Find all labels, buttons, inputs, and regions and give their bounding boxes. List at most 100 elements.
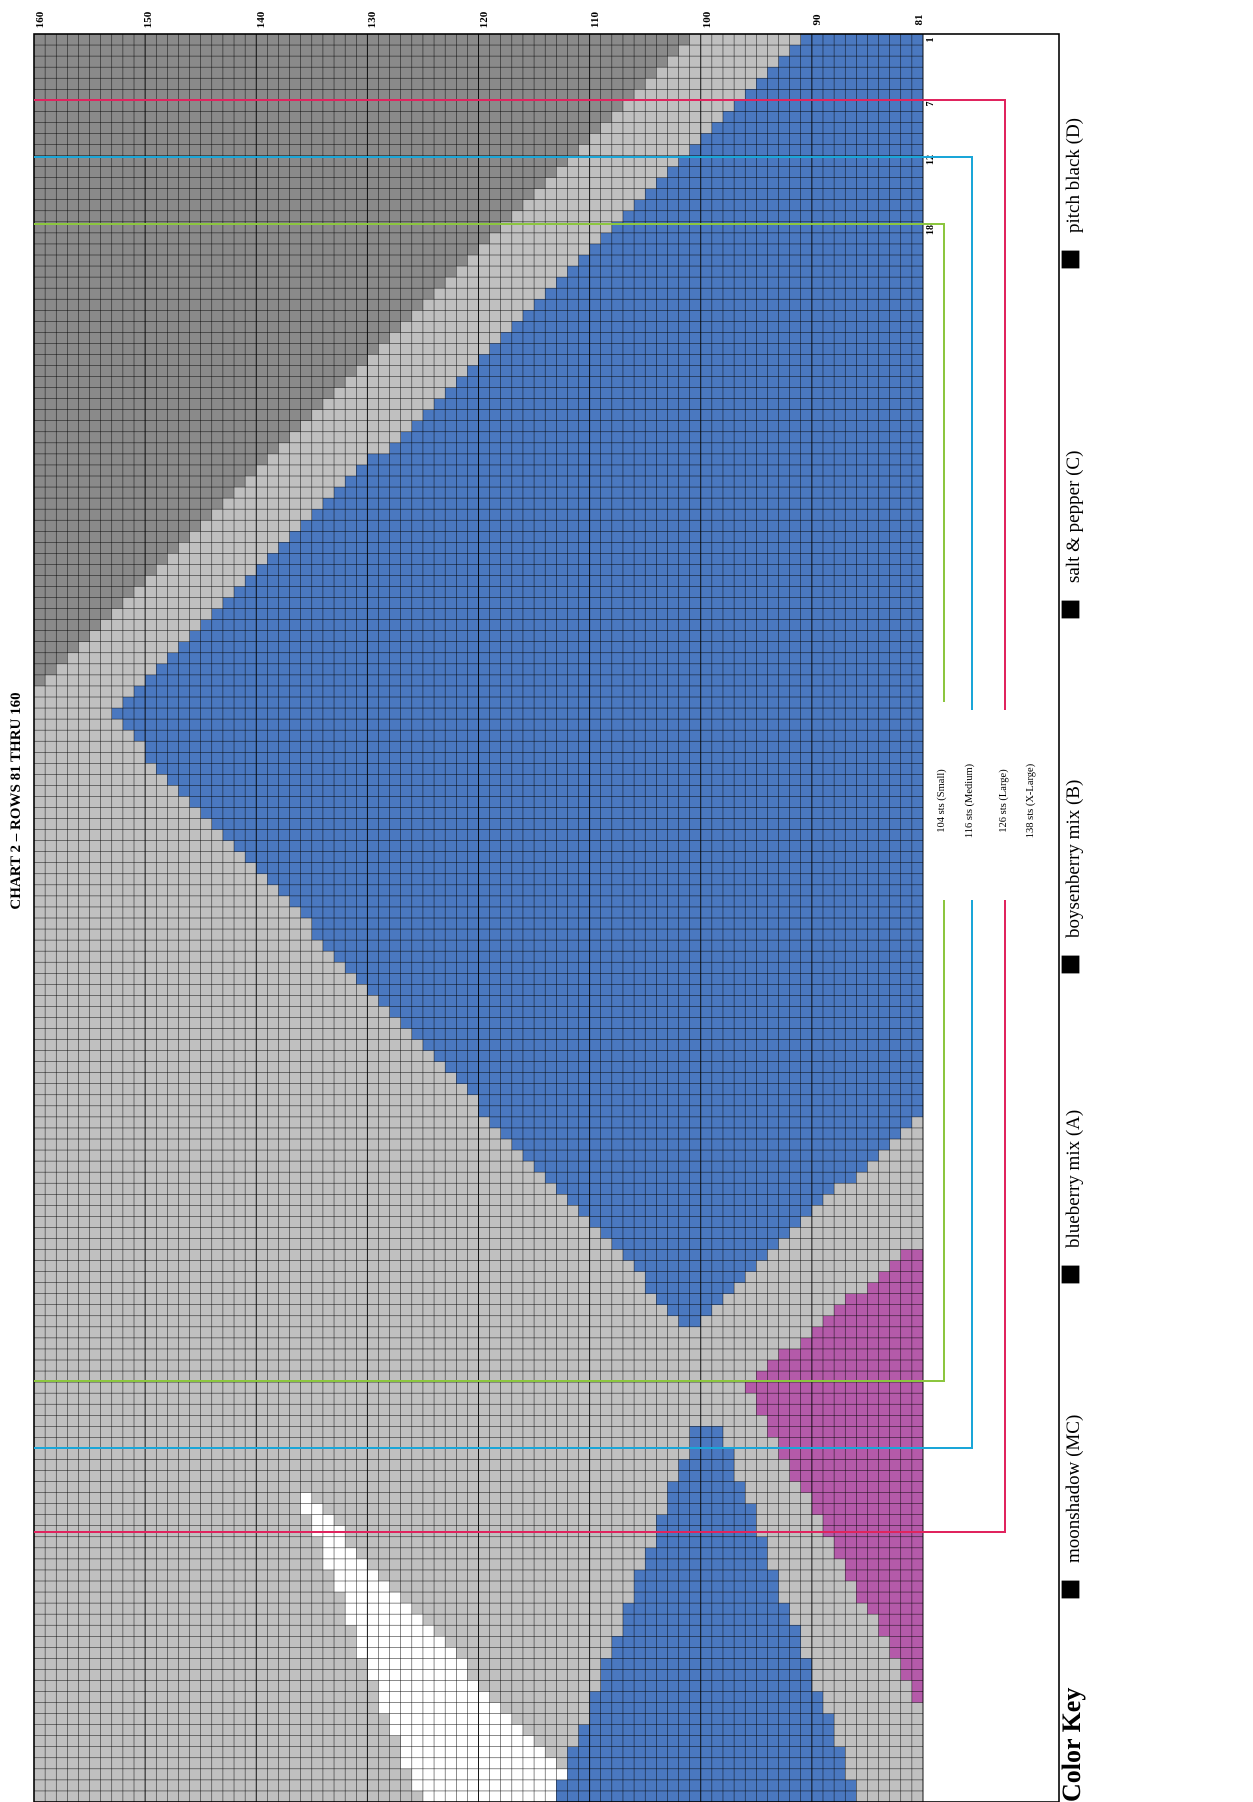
chart-cell bbox=[434, 586, 446, 598]
chart-cell bbox=[822, 277, 835, 289]
chart-cell bbox=[856, 133, 868, 145]
chart-cell bbox=[545, 663, 557, 676]
chart-cell bbox=[634, 122, 646, 134]
chart-cell bbox=[611, 487, 624, 499]
chart-cell bbox=[589, 56, 602, 68]
chart-cell bbox=[267, 453, 279, 466]
chart-cell bbox=[711, 630, 724, 643]
chart-cell bbox=[145, 564, 157, 576]
chart-cell bbox=[345, 89, 357, 101]
chart-cell bbox=[722, 288, 735, 300]
chart-cell bbox=[600, 476, 613, 488]
chart-cell bbox=[667, 387, 679, 399]
chart-cell bbox=[467, 674, 479, 687]
chart-cell bbox=[456, 586, 468, 598]
chart-cell bbox=[478, 420, 490, 433]
chart-cell bbox=[145, 67, 157, 79]
chart-cell bbox=[234, 34, 246, 46]
chart-cell bbox=[400, 509, 413, 521]
chart-cell bbox=[278, 453, 290, 466]
chart-cell bbox=[189, 453, 201, 466]
chart-cell bbox=[278, 321, 290, 333]
chart-cell bbox=[734, 365, 746, 377]
chart-cell bbox=[845, 332, 857, 344]
chart-cell bbox=[322, 144, 335, 156]
chart-cell bbox=[711, 409, 724, 422]
chart-cell bbox=[389, 332, 402, 344]
chart-cell bbox=[289, 586, 301, 598]
chart-cell bbox=[411, 597, 424, 609]
chart-cell bbox=[567, 199, 579, 212]
chart-cell bbox=[556, 89, 568, 101]
chart-cell bbox=[222, 431, 235, 444]
chart-cell bbox=[111, 420, 124, 433]
chart-cell bbox=[56, 89, 68, 101]
chart-cell bbox=[611, 166, 624, 178]
chart-cell bbox=[178, 476, 190, 488]
chart-cell bbox=[889, 597, 902, 609]
chart-cell bbox=[711, 531, 724, 543]
chart-cell bbox=[856, 67, 868, 79]
chart-cell bbox=[711, 188, 724, 201]
chart-cell bbox=[667, 199, 679, 212]
chart-cell bbox=[389, 56, 402, 68]
chart-cell bbox=[411, 498, 424, 510]
chart-cell bbox=[189, 332, 201, 344]
chart-cell bbox=[634, 199, 646, 212]
chart-cell bbox=[534, 354, 546, 366]
chart-cell bbox=[789, 266, 802, 278]
chart-cell bbox=[211, 641, 224, 654]
chart-cell bbox=[889, 708, 902, 720]
chart-cell bbox=[478, 78, 490, 90]
chart-cell bbox=[589, 464, 602, 477]
chart-cell bbox=[178, 453, 190, 466]
chart-cell bbox=[878, 553, 890, 565]
chart-cell bbox=[767, 464, 779, 477]
chart-cell bbox=[834, 442, 846, 455]
chart-cell bbox=[356, 476, 368, 488]
chart-cell bbox=[445, 277, 457, 289]
chart-cell bbox=[434, 420, 446, 433]
chart-cell bbox=[545, 509, 557, 521]
chart-cell bbox=[167, 221, 179, 234]
chart-cell bbox=[67, 387, 79, 399]
chart-cell bbox=[267, 652, 279, 665]
chart-cell bbox=[267, 685, 279, 698]
chart-cell bbox=[122, 564, 135, 576]
chart-cell bbox=[200, 343, 213, 355]
chart-cell bbox=[467, 498, 479, 510]
chart-cell bbox=[534, 332, 546, 344]
chart-cell bbox=[645, 597, 657, 609]
chart-cell bbox=[445, 111, 457, 123]
chart-cell bbox=[511, 409, 524, 422]
chart-cell bbox=[878, 641, 890, 654]
chart-cell bbox=[100, 34, 113, 46]
chart-cell bbox=[422, 155, 435, 167]
chart-cell bbox=[822, 177, 835, 189]
chart-cell bbox=[545, 619, 557, 631]
chart-cell bbox=[900, 67, 913, 79]
chart-cell bbox=[745, 365, 757, 377]
chart-cell bbox=[622, 34, 635, 46]
chart-cell bbox=[100, 310, 113, 322]
chart-cell bbox=[200, 111, 213, 123]
chart-cell bbox=[645, 221, 657, 234]
chart-cell bbox=[645, 531, 657, 543]
chart-cell bbox=[334, 210, 346, 223]
chart-cell bbox=[722, 509, 735, 521]
chart-cell bbox=[434, 564, 446, 576]
chart-cell bbox=[134, 597, 146, 609]
chart-cell bbox=[111, 343, 124, 355]
chart-cell bbox=[56, 464, 68, 477]
chart-cell bbox=[834, 586, 846, 598]
chart-cell bbox=[856, 199, 868, 212]
chart-cell bbox=[78, 255, 90, 267]
chart-cell bbox=[322, 453, 335, 466]
chart-cell bbox=[600, 255, 613, 267]
chart-cell bbox=[634, 310, 646, 322]
chart-cell bbox=[578, 509, 590, 521]
chart-cell bbox=[134, 498, 146, 510]
chart-cell bbox=[156, 420, 168, 433]
chart-cell bbox=[822, 619, 835, 631]
chart-cell bbox=[622, 310, 635, 322]
